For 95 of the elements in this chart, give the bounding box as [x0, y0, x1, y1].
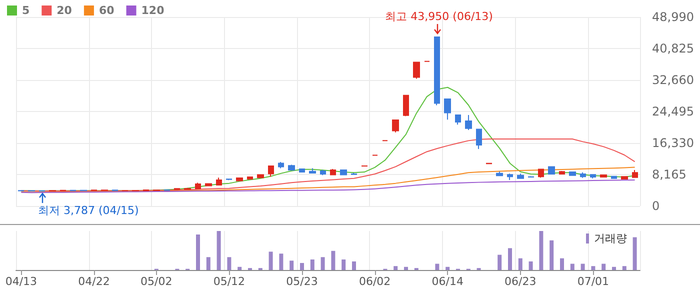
annotation: 최저 3,787 (04/15) — [38, 203, 139, 218]
bar — [320, 257, 325, 270]
candlestick — [205, 182, 212, 186]
candlestick — [236, 176, 243, 182]
candlestick — [340, 169, 347, 176]
x-tick-label: 05/02 — [140, 275, 172, 288]
bar — [550, 240, 554, 270]
candlestick — [476, 128, 482, 150]
bar — [591, 266, 596, 270]
y-tick-label: 48,990 — [652, 10, 694, 24]
bar — [290, 260, 294, 270]
bar — [435, 264, 440, 270]
bar — [528, 261, 533, 270]
bar — [539, 231, 544, 270]
bar — [216, 231, 221, 270]
candlestick — [288, 164, 295, 172]
candlestick — [569, 172, 576, 176]
y-tick-label: 0 — [652, 199, 660, 213]
candlestick — [268, 165, 274, 178]
bar — [508, 248, 512, 270]
y-tick-label: 32,660 — [652, 73, 694, 87]
candlestick — [600, 174, 607, 178]
legend-label: 거래량 — [594, 232, 627, 245]
legend-label: 5 — [22, 4, 30, 17]
bar — [227, 257, 232, 270]
candlestick — [195, 182, 201, 190]
bar — [238, 266, 242, 270]
candlestick — [351, 172, 357, 176]
candlestick — [538, 168, 544, 178]
bar — [300, 262, 304, 270]
legend-label: 60 — [98, 4, 115, 17]
candlestick — [465, 114, 472, 130]
bar — [612, 266, 616, 270]
candlestick — [257, 174, 264, 178]
x-tick-label: 07/01 — [577, 275, 610, 288]
candlestick — [580, 172, 586, 178]
candlestick — [216, 177, 222, 186]
line-series — [20, 166, 636, 193]
legend-label: 120 — [141, 4, 165, 17]
bar — [498, 254, 502, 270]
candlestick — [455, 114, 461, 126]
candlestick — [299, 168, 305, 173]
annotation: 최고 43,950 (06/13) — [385, 9, 493, 24]
candlestick — [632, 170, 638, 178]
bar — [560, 258, 564, 270]
candlestick — [621, 176, 628, 180]
candlestick — [590, 174, 596, 179]
bar — [404, 266, 408, 270]
candlestick — [559, 170, 565, 175]
bar — [310, 259, 314, 270]
candlestick — [320, 169, 326, 176]
y-tick-label: 24,495 — [652, 104, 694, 118]
candlestick — [496, 171, 503, 176]
candlestick — [548, 166, 555, 175]
bar — [570, 264, 574, 270]
y-tick-label: 16,330 — [652, 136, 694, 150]
candlestick — [434, 36, 440, 106]
candlestick — [278, 162, 284, 169]
x-tick-label: 05/12 — [213, 275, 246, 288]
line-series — [20, 180, 636, 194]
bar — [196, 234, 200, 270]
bar — [632, 237, 637, 270]
candlestick — [184, 187, 191, 190]
bar — [602, 264, 606, 270]
candlestick — [247, 176, 253, 180]
bar — [394, 266, 398, 270]
y-tick-label: 8,165 — [652, 168, 686, 182]
bar — [279, 254, 284, 270]
x-tick-label: 06/23 — [504, 275, 536, 288]
x-tick-label: 04/13 — [5, 275, 38, 288]
candlestick — [226, 178, 232, 181]
candlestick — [403, 94, 409, 117]
x-tick-label: 05/23 — [286, 275, 318, 288]
candlestick — [507, 173, 513, 180]
bar — [580, 264, 585, 270]
bar — [331, 250, 336, 270]
bar — [206, 257, 210, 270]
y-tick-label: 40,825 — [652, 42, 694, 56]
bar — [352, 261, 356, 270]
x-tick-label: 04/22 — [78, 275, 110, 288]
candlestick — [392, 119, 399, 133]
legend-label: 20 — [56, 4, 72, 17]
candlestick — [611, 175, 617, 179]
bar — [342, 259, 346, 270]
bar — [446, 266, 450, 270]
bar — [518, 258, 522, 270]
bar — [622, 266, 626, 270]
bar — [268, 252, 273, 270]
x-tick-label: 06/02 — [358, 275, 391, 288]
candlestick — [413, 62, 420, 80]
x-tick-label: 06/14 — [432, 275, 464, 288]
candlestick — [517, 173, 524, 179]
candlestick — [309, 168, 316, 174]
candlestick — [330, 168, 336, 176]
candlestick — [444, 98, 451, 120]
